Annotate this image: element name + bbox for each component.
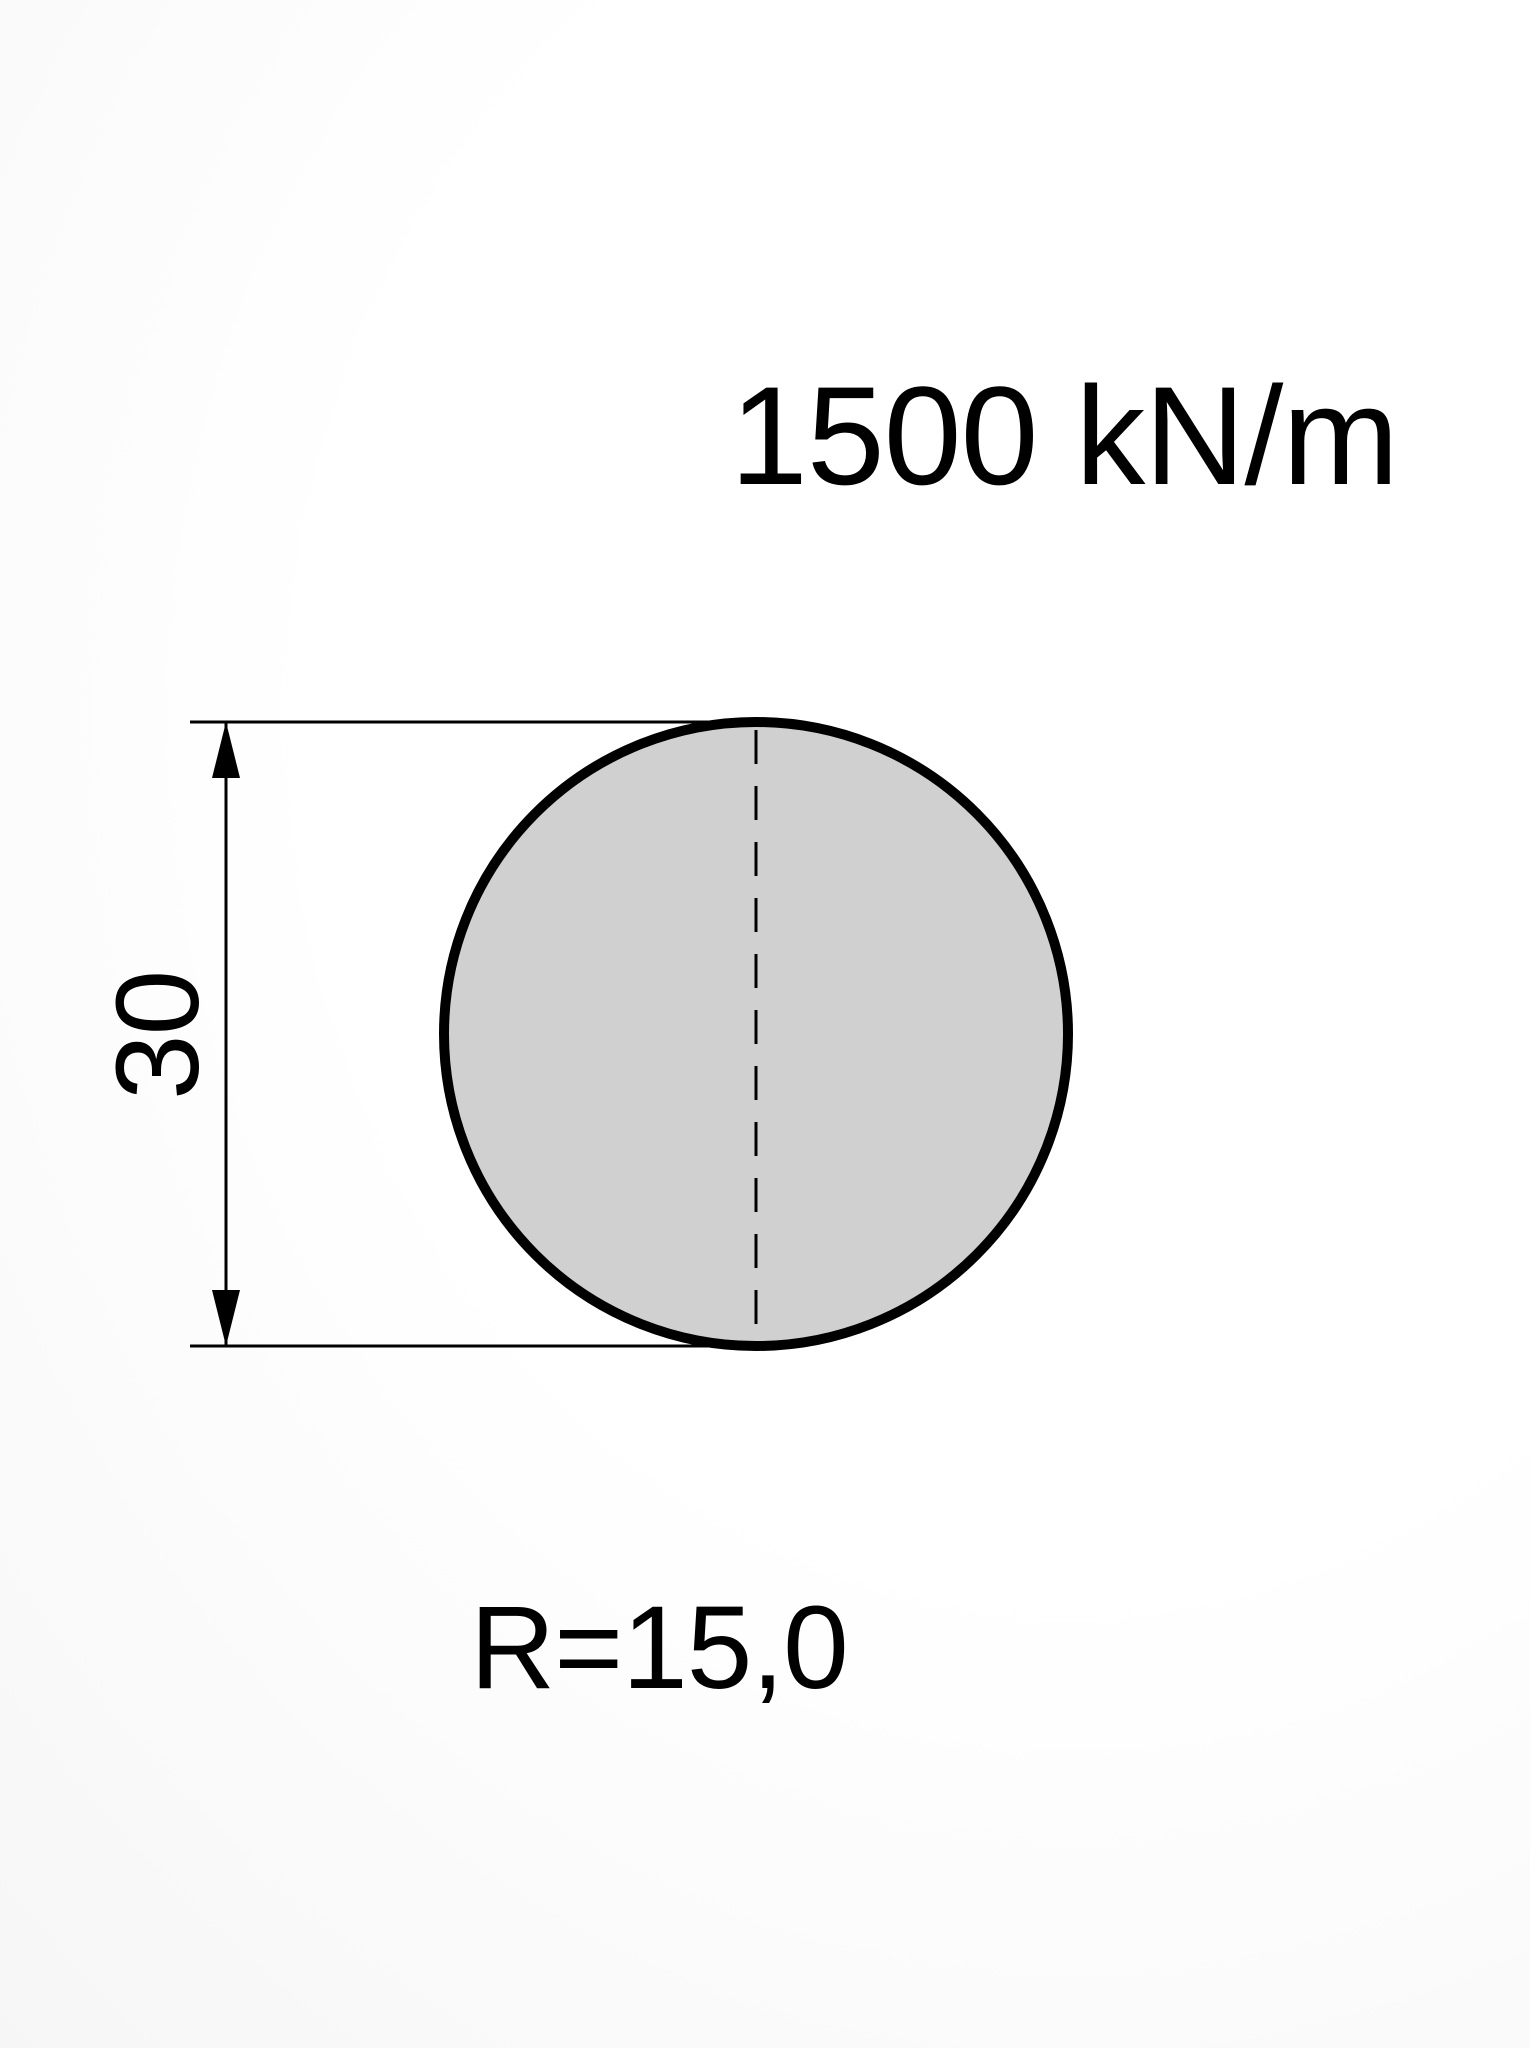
dimension-value: 30	[90, 971, 226, 1100]
dim-arrow-top	[212, 722, 240, 778]
load-label: 1500 kN/m	[730, 355, 1398, 517]
dim-arrow-bottom	[212, 1290, 240, 1346]
drawing-canvas	[0, 0, 1530, 2048]
radius-label: R=15,0	[470, 1580, 848, 1716]
